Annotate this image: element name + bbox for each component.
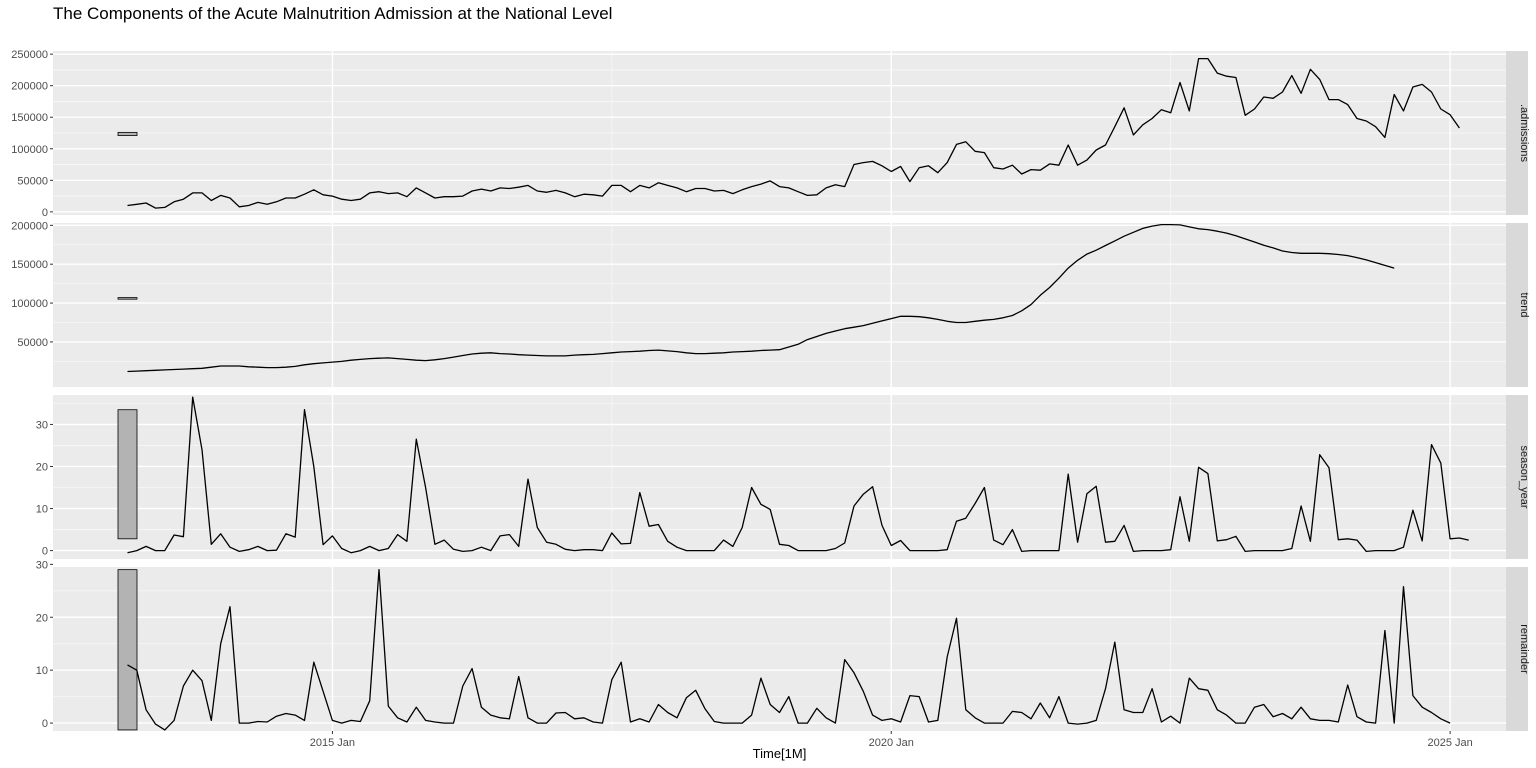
y-tick-label: 100000: [11, 144, 48, 156]
y-tick-label: 200000: [11, 81, 48, 93]
facet-strip-label: .admissions: [1518, 104, 1530, 163]
panel-trend: 50000 100000 150000 200000 trend: [11, 220, 1530, 387]
y-tick-label: 200000: [11, 220, 48, 232]
y-tick-label: 50000: [17, 337, 48, 349]
y-tick-label: 20: [36, 461, 48, 473]
scale-bar: [117, 409, 138, 540]
series-line-remainder: [127, 568, 1451, 731]
panel-admissions: 0 50000 100000 150000 200000 250000 .admission…: [11, 49, 1530, 219]
y-tick-label: 0: [42, 546, 48, 558]
scale-bar: [117, 131, 138, 136]
y-tick-label: 100000: [11, 298, 48, 310]
y-tick-label: 20: [36, 612, 48, 624]
y-tick-label: 0: [42, 718, 48, 730]
facet-strip: [1506, 223, 1528, 387]
facet-strip: [1506, 395, 1528, 559]
y-tick-label: 50000: [17, 175, 48, 187]
series-line-trend: [127, 223, 1395, 373]
series-line-admissions: [127, 57, 1460, 209]
facet-strip: [1506, 51, 1528, 215]
y-tick-label: 10: [36, 504, 48, 516]
chart-title: The Components of the Acute Malnutrition…: [53, 4, 613, 23]
y-tick-label: 0: [42, 207, 48, 219]
panel-background: [53, 567, 1506, 731]
scale-bar: [117, 297, 138, 300]
x-tick-label: 2025 Jan: [1427, 737, 1472, 749]
y-tick-label: 10: [36, 665, 48, 677]
facet-strip: [1506, 567, 1528, 731]
x-tick-label: 2020 Jan: [869, 737, 914, 749]
panel-remainder: 0 10 20 30 remainder: [36, 559, 1530, 731]
series-line-season_year: [127, 396, 1469, 554]
y-tick-label: 250000: [11, 49, 48, 61]
facet-strip-label: season_year: [1518, 446, 1530, 509]
panel-season_year: 0 10 20 30 season_year: [36, 395, 1530, 559]
y-tick-label: 30: [36, 559, 48, 571]
panel-background: [53, 223, 1506, 387]
x-tick-label: 2015 Jan: [310, 737, 355, 749]
y-tick-label: 150000: [11, 259, 48, 271]
x-axis-title: Time[1M]: [753, 746, 807, 761]
facet-strip-label: trend: [1518, 292, 1530, 317]
scale-bar: [117, 569, 138, 731]
facet-strip-label: remainder: [1518, 624, 1530, 674]
y-tick-label: 150000: [11, 112, 48, 124]
y-tick-label: 30: [36, 419, 48, 431]
panel-background: [53, 395, 1506, 559]
